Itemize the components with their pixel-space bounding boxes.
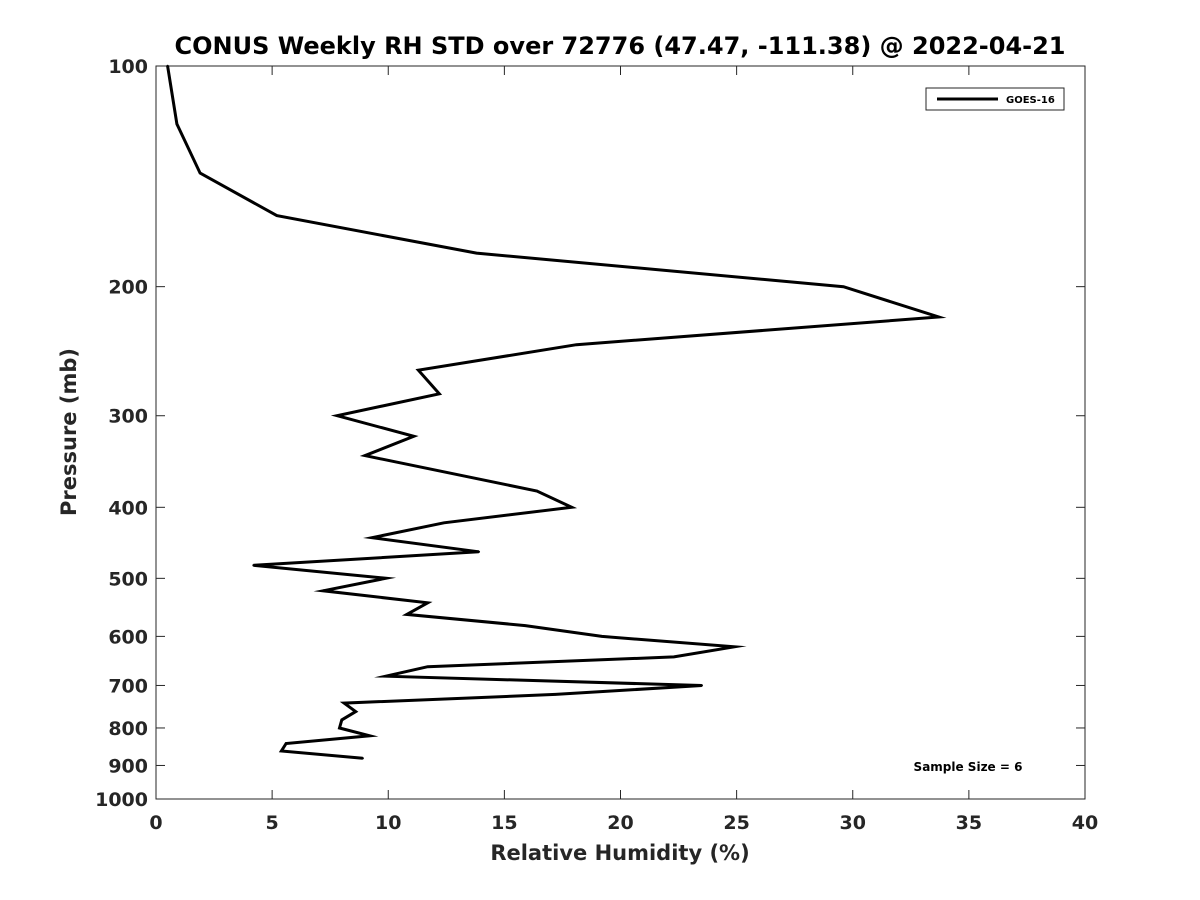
data-point [600, 635, 604, 638]
y-tick-label: 800 [108, 718, 148, 740]
data-point [166, 64, 169, 68]
data-point [361, 757, 364, 760]
legend: GOES-16 [925, 87, 1065, 111]
y-tick-label: 300 [108, 406, 148, 428]
data-point [554, 693, 557, 696]
data-point [280, 749, 283, 753]
data-point [363, 454, 367, 457]
x-tick-label: 5 [266, 812, 279, 834]
data-point [442, 521, 446, 525]
legend-label-goes-16: GOES-16 [1006, 95, 1055, 106]
data-point [405, 613, 409, 616]
y-tick-label: 1000 [95, 789, 148, 811]
y-tick-label: 900 [108, 755, 148, 777]
data-point [175, 122, 179, 126]
x-tick-label: 35 [956, 812, 982, 834]
data-point [426, 665, 429, 668]
x-axis-ticks: 0 5 10 15 20 25 30 35 40 [149, 66, 1098, 834]
data-point [570, 506, 573, 509]
data-point [438, 392, 441, 395]
data-point [384, 577, 388, 580]
data-point [370, 536, 374, 539]
x-tick-label: 20 [607, 812, 633, 834]
x-tick-label: 25 [723, 812, 749, 834]
y-tick-label: 700 [108, 675, 148, 697]
x-tick-label: 30 [840, 812, 866, 834]
data-point [354, 710, 357, 713]
data-point [412, 435, 415, 438]
x-tick-label: 15 [491, 812, 517, 834]
y-tick-label: 600 [108, 626, 148, 648]
y-tick-label: 500 [108, 568, 148, 590]
data-point [700, 684, 703, 687]
x-tick-label: 10 [375, 812, 401, 834]
data-point [368, 734, 371, 738]
data-point [475, 251, 478, 255]
chart-title: CONUS Weekly RH STD over 72776 (47.47, -… [174, 32, 1065, 60]
data-point [426, 601, 429, 605]
series-layer [166, 64, 947, 760]
data-point [198, 171, 202, 175]
data-point [340, 718, 343, 722]
y-tick-label: 100 [108, 56, 148, 78]
data-point [384, 675, 388, 678]
data-point [275, 214, 278, 217]
data-point [252, 564, 255, 567]
sample-size-annotation: Sample Size = 6 [914, 760, 1023, 774]
data-point [524, 624, 527, 627]
data-point [535, 489, 539, 493]
series-line-goes-16 [166, 65, 947, 760]
data-point [842, 285, 845, 288]
data-point [672, 655, 676, 659]
data-point [342, 701, 346, 705]
x-axis-label: Relative Humidity (%) [490, 841, 749, 865]
data-point [937, 315, 940, 319]
y-tick-label: 400 [108, 497, 148, 519]
y-axis-ticks: 100 200 300 400 500 600 700 800 900 1000 [95, 56, 1085, 811]
y-tick-label: 200 [108, 277, 148, 299]
x-tick-label: 40 [1072, 812, 1098, 834]
data-point [284, 742, 288, 745]
x-tick-label: 0 [149, 812, 162, 834]
data-point [335, 414, 339, 417]
data-point [417, 368, 420, 372]
data-point [575, 343, 578, 346]
data-point [733, 645, 736, 649]
data-point [477, 550, 481, 554]
y-axis-label: Pressure (mb) [57, 348, 81, 516]
data-point [338, 726, 341, 730]
data-point [322, 589, 325, 593]
